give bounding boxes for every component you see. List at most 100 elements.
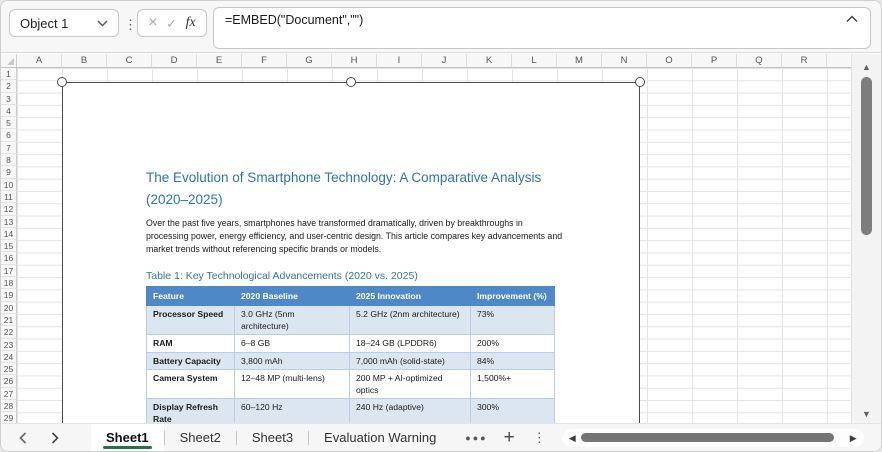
table-cell: 12–48 MP (multi-lens)	[234, 369, 350, 400]
table-cell: 84%	[470, 351, 555, 371]
row-header-27[interactable]: 27	[1, 387, 17, 401]
column-header-M[interactable]: M	[557, 54, 602, 67]
table-cell: 73%	[470, 305, 555, 336]
ellipsis-icon[interactable]: ●●●	[465, 432, 488, 443]
column-header-B[interactable]: B	[62, 54, 107, 67]
column-header-K[interactable]: K	[467, 54, 512, 67]
row-header-25[interactable]: 25	[1, 363, 17, 376]
row-header-12[interactable]: 12	[1, 203, 17, 216]
row-header-21[interactable]: 21	[1, 313, 17, 327]
row-header-22[interactable]: 22	[1, 326, 17, 339]
row-header-6[interactable]: 6	[1, 129, 17, 142]
row-header-9[interactable]: 9	[1, 166, 17, 179]
table-row: Battery Capacity 3,800 mAh 7,000 mAh (soli…	[146, 351, 555, 371]
checkmark-icon[interactable]: ✓	[166, 15, 178, 31]
row-header-24[interactable]: 24	[1, 350, 17, 364]
grid-body: 1 2 3 4 5 6 7 8 9 10 11 12 13 14 15 16 17 18 19 20 21 22 23 24 2…	[1, 68, 853, 425]
table-header-cell: 2020 Baseline	[234, 286, 350, 307]
vertical-scrollbar-thumb[interactable]	[861, 77, 872, 235]
cancel-x-icon[interactable]: ×	[148, 14, 158, 31]
triangle-down-icon[interactable]: ▼	[862, 409, 871, 419]
triangle-left-icon[interactable]: ◀	[568, 432, 576, 443]
embedded-document-object[interactable]: The Evolution of Smartphone Technology: …	[62, 82, 640, 425]
row-headers: 1 2 3 4 5 6 7 8 9 10 11 12 13 14 15 16 17 18 19 20 21 22 23 24 2…	[1, 68, 17, 425]
table-cell: 200 MP + AI-optimized optics	[349, 369, 471, 400]
row-header-2[interactable]: 2	[1, 80, 17, 93]
chevron-up-icon[interactable]	[846, 15, 858, 23]
sheet-tab-evaluation-warning[interactable]: Evaluation Warning	[324, 430, 437, 445]
column-header-H[interactable]: H	[332, 54, 377, 67]
column-header-J[interactable]: J	[422, 54, 467, 67]
row-header-28[interactable]: 28	[1, 400, 17, 413]
column-header-N[interactable]: N	[602, 54, 647, 67]
select-all-corner[interactable]	[1, 54, 17, 67]
row-header-16[interactable]: 16	[1, 252, 17, 265]
table-cell: 200%	[470, 334, 555, 353]
row-header-13[interactable]: 13	[1, 215, 17, 228]
triangle-right-icon[interactable]: ▶	[849, 432, 857, 443]
chevron-right-icon[interactable]	[51, 431, 59, 444]
horizontal-scrollbar-thumb[interactable]	[580, 433, 834, 442]
table-cell: 1,500%+	[470, 369, 555, 400]
chevron-left-icon[interactable]	[19, 431, 27, 444]
row-header-1[interactable]: 1	[1, 68, 17, 81]
row-header-14[interactable]: 14	[1, 227, 17, 241]
document-title-line1: The Evolution of Smartphone Technology: …	[146, 170, 542, 185]
sheet-tab-bar: Sheet1 Sheet2 Sheet3 Evaluation Warning ●●●…	[1, 423, 881, 451]
plus-icon[interactable]: +	[503, 427, 515, 448]
horizontal-scrollbar[interactable]: ◀ ▶	[561, 428, 864, 447]
column-header-L[interactable]: L	[512, 54, 557, 67]
column-header-G[interactable]: G	[287, 54, 332, 67]
row-header-18[interactable]: 18	[1, 277, 17, 290]
row-header-4[interactable]: 4	[1, 104, 17, 118]
row-header-5[interactable]: 5	[1, 117, 17, 130]
row-header-23[interactable]: 23	[1, 338, 17, 351]
tab-divider	[235, 430, 237, 445]
column-header-F[interactable]: F	[242, 54, 287, 67]
row-header-3[interactable]: 3	[1, 92, 17, 105]
column-header-Q[interactable]: Q	[737, 54, 782, 67]
column-header-O[interactable]: O	[647, 54, 692, 67]
formula-toolbar: Object 1 ⋮ × ✓ fx =EMBED("Document","")	[1, 1, 881, 53]
table-header-cell: Feature	[146, 286, 235, 307]
column-header-I[interactable]: I	[377, 54, 422, 67]
column-header-C[interactable]: C	[107, 54, 152, 67]
formula-bar[interactable]: =EMBED("Document","")	[213, 7, 871, 49]
vertical-scrollbar[interactable]: ▲ ▼	[851, 54, 881, 425]
sheet-tab-sheet2[interactable]: Sheet2	[179, 430, 221, 445]
row-header-7[interactable]: 7	[1, 141, 17, 155]
toolbar-kebab-icon[interactable]: ⋮	[124, 17, 137, 32]
column-header-A[interactable]: A	[17, 54, 62, 67]
kebab-menu-icon[interactable]: ⋮	[532, 429, 546, 445]
sheet-tab-sheet1[interactable]: Sheet1	[91, 424, 164, 451]
row-header-11[interactable]: 11	[1, 190, 17, 204]
column-header-P[interactable]: P	[692, 54, 737, 67]
table-cell: 3,800 mAh	[234, 351, 350, 371]
table-caption: Table 1: Key Technological Advancements …	[146, 270, 418, 283]
name-box[interactable]: Object 1	[9, 9, 119, 37]
row-header-8[interactable]: 8	[1, 154, 17, 167]
column-header-D[interactable]: D	[152, 54, 197, 67]
row-header-19[interactable]: 19	[1, 289, 17, 302]
sheet-tab-sheet3[interactable]: Sheet3	[251, 430, 294, 445]
triangle-up-icon[interactable]: ▲	[862, 62, 871, 72]
row-header-26[interactable]: 26	[1, 375, 17, 388]
table-header-cell: Improvement (%)	[470, 286, 555, 307]
column-header-E[interactable]: E	[197, 54, 242, 67]
selection-handle-top-center[interactable]	[346, 77, 356, 87]
function-fx-icon[interactable]: fx	[185, 15, 196, 30]
name-box-value: Object 1	[20, 15, 69, 31]
table-header-cell: 2025 Innovation	[349, 286, 471, 307]
row-header-20[interactable]: 20	[1, 301, 17, 314]
row-header-15[interactable]: 15	[1, 240, 17, 253]
selection-handle-top-left[interactable]	[57, 77, 67, 87]
selection-handle-top-right[interactable]	[635, 77, 645, 87]
column-header-R[interactable]: R	[782, 54, 827, 67]
table-cell: RAM	[146, 334, 235, 353]
row-header-17[interactable]: 17	[1, 264, 17, 278]
row-header-10[interactable]: 10	[1, 178, 17, 191]
table-row: Processor Speed 3.0 GHz (5nm architecture…	[146, 305, 555, 336]
